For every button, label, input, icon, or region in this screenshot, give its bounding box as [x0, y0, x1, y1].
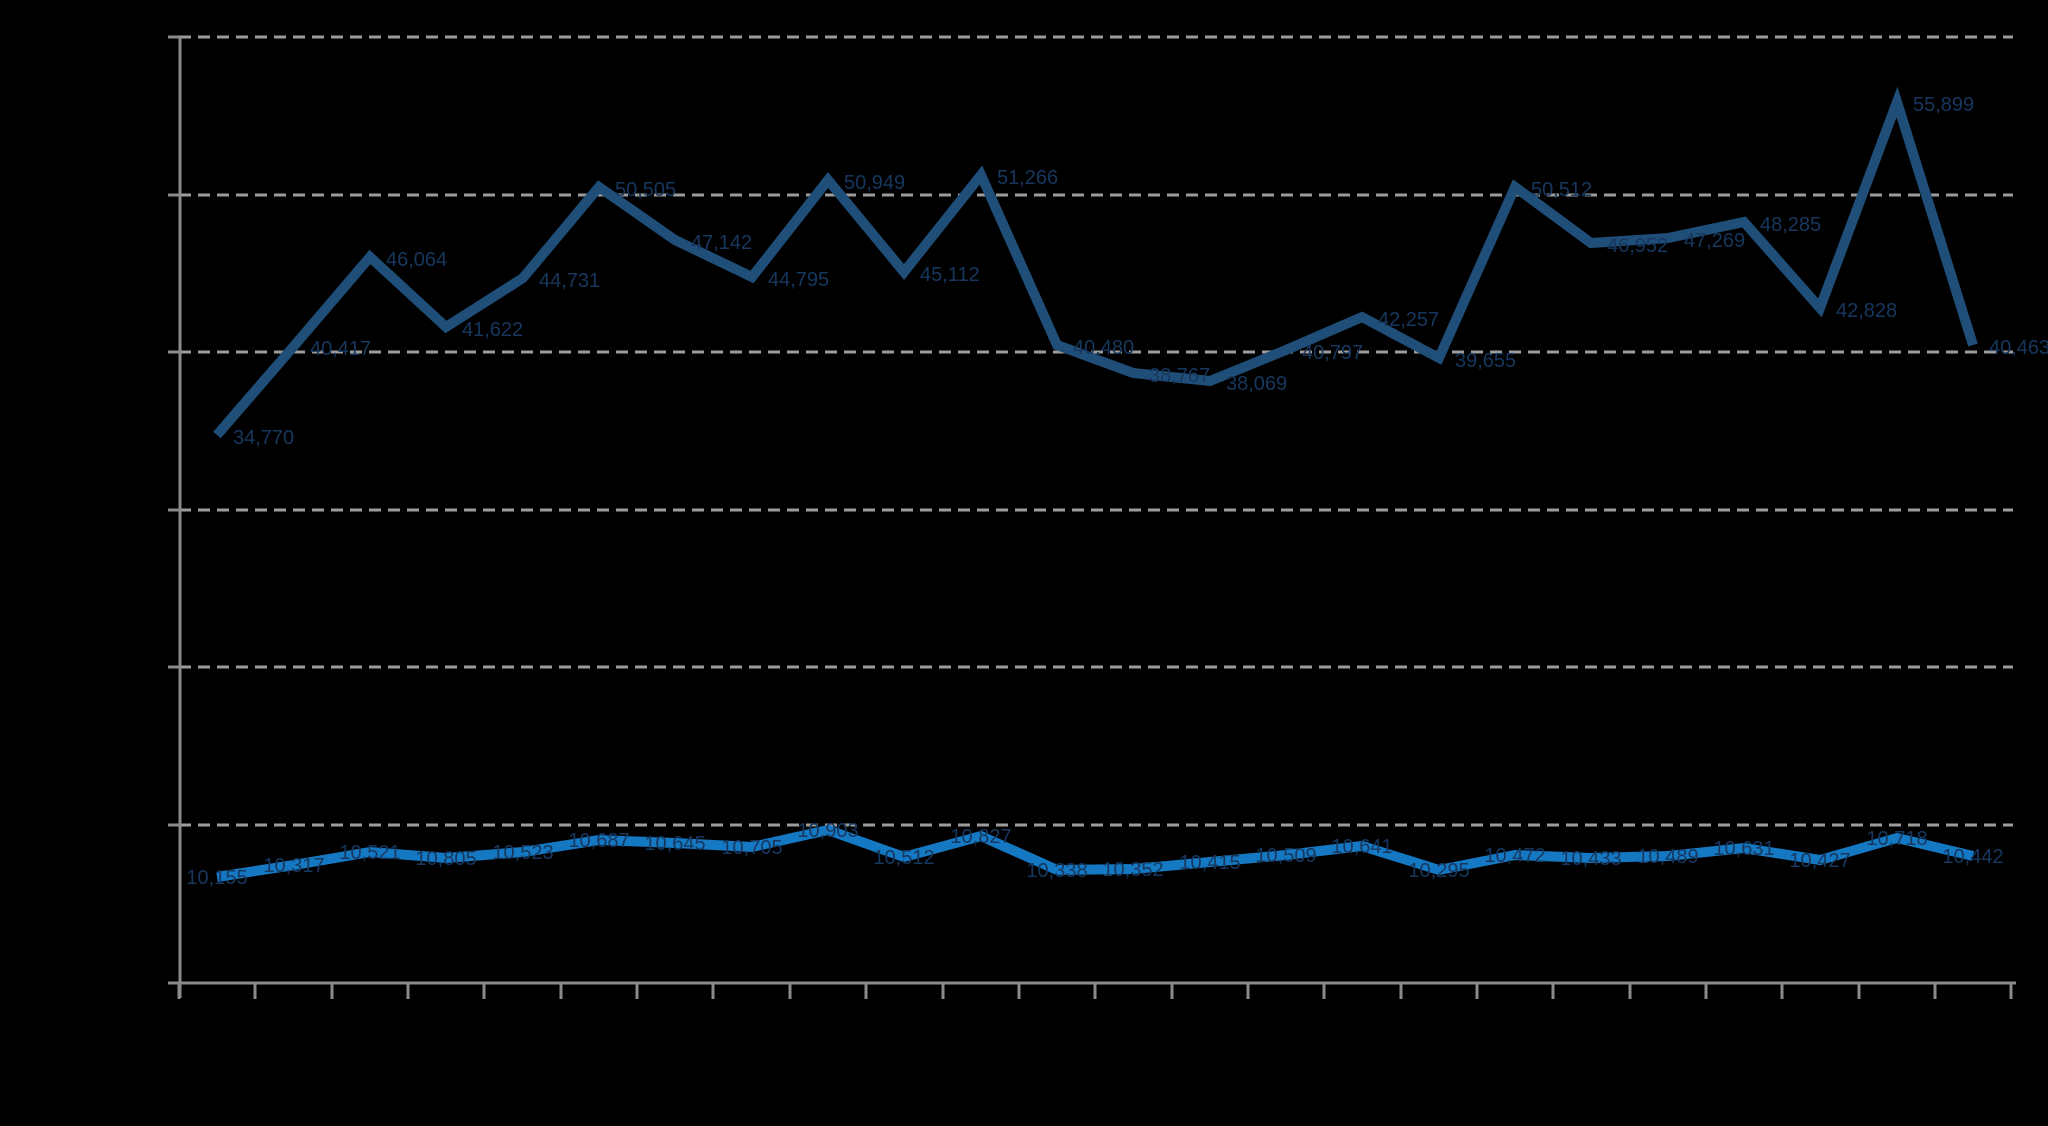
lower-bright-blue-series-data-label: 10,521 — [339, 842, 400, 864]
axis-ticks-group — [177, 983, 2013, 999]
lower-bright-blue-series-data-label: 10,827 — [950, 826, 1011, 848]
data-labels-group: 34,770 40,417 46,064 41,622 44,731 50,505 47,1… — [186, 94, 2048, 889]
upper-dark-navy-series-data-label: 45,112 — [920, 264, 980, 286]
upper-dark-navy-series-data-label: 48,285 — [1760, 214, 1821, 236]
lower-bright-blue-series-data-label: 10,427 — [1789, 850, 1850, 872]
lower-bright-blue-series-data-label: 10,645 — [644, 833, 705, 855]
upper-dark-navy-series-data-label: 38,767 — [1149, 365, 1210, 387]
upper-dark-navy-series-data-label: 50,949 — [844, 172, 905, 194]
lower-bright-blue-series-data-label: 10,631 — [1713, 838, 1774, 860]
upper-dark-navy-series-data-label: 47,269 — [1684, 230, 1745, 252]
lower-bright-blue-series-data-label: 10,641 — [1331, 836, 1392, 858]
lower-bright-blue-series-data-label: 10,705 — [721, 837, 782, 859]
upper-dark-navy-series-data-label: 39,655 — [1455, 350, 1516, 372]
upper-dark-navy-series-data-label: 41,622 — [462, 319, 523, 341]
lower-bright-blue-series-data-label: 10,433 — [1560, 848, 1621, 870]
upper-dark-navy-series-data-label: 44,795 — [768, 269, 829, 291]
lower-bright-blue-series-data-label: 10,687 — [568, 830, 629, 852]
lower-bright-blue-series-data-label: 10,295 — [1408, 860, 1469, 882]
lower-bright-blue-series-data-label: 10,523 — [492, 842, 553, 864]
lower-bright-blue-series-data-label: 10,718 — [1866, 828, 1927, 850]
upper-dark-navy-series-line — [213, 86, 1978, 439]
lower-bright-blue-series-line — [216, 824, 1975, 882]
upper-dark-navy-series-data-label: 40,463 — [1989, 337, 2048, 359]
lower-bright-blue-series-data-label: 10,317 — [263, 855, 324, 877]
upper-dark-navy-series-data-label: 50,505 — [615, 179, 676, 201]
gridlines-group — [168, 35, 2013, 827]
lower-bright-blue-series-data-label: 10,472 — [1484, 845, 1545, 867]
upper-dark-navy-series-data-label: 47,142 — [691, 232, 752, 254]
upper-dark-navy-series-data-label: 38,069 — [1226, 373, 1287, 395]
upper-dark-navy-series-data-label: 44,731 — [539, 270, 600, 292]
upper-dark-navy-series-data-label: 42,257 — [1378, 309, 1439, 331]
axes-group — [168, 37, 2016, 998]
upper-dark-navy-series-data-label: 34,770 — [233, 427, 294, 449]
lower-bright-blue-series-data-label: 10,489 — [1637, 846, 1698, 868]
upper-dark-navy-series-data-label: 40,417 — [310, 338, 371, 360]
series-lines-group — [213, 86, 1978, 882]
upper-dark-navy-series-data-label: 46,064 — [386, 249, 447, 271]
lower-bright-blue-series-data-label: 10,903 — [797, 820, 858, 842]
upper-dark-navy-series-data-label: 51,266 — [997, 167, 1058, 189]
upper-dark-navy-series-data-label: 50,512 — [1531, 179, 1592, 201]
upper-dark-navy-series-data-label: 42,828 — [1836, 300, 1897, 322]
lower-bright-blue-series-data-label: 10,155 — [186, 867, 247, 889]
lower-bright-blue-series-data-label: 10,338 — [1026, 860, 1087, 882]
upper-dark-navy-series-data-label: 40,480 — [1073, 337, 1134, 359]
upper-dark-navy-series-data-label: 40,797 — [1302, 342, 1363, 364]
lower-bright-blue-series-data-label: 10,415 — [1179, 852, 1240, 874]
lower-bright-blue-series-data-label: 10,509 — [1255, 845, 1316, 867]
upper-dark-navy-series-data-label: 55,899 — [1913, 94, 1974, 116]
lower-bright-blue-series-data-label: 10,352 — [1102, 859, 1163, 881]
lower-bright-blue-series-data-label: 10,442 — [1942, 846, 2003, 868]
lower-bright-blue-series-data-label: 10,805 — [415, 848, 476, 870]
lower-bright-blue-series-data-label: 10,512 — [873, 847, 934, 869]
upper-dark-navy-series-data-label: 46,952 — [1607, 235, 1668, 257]
